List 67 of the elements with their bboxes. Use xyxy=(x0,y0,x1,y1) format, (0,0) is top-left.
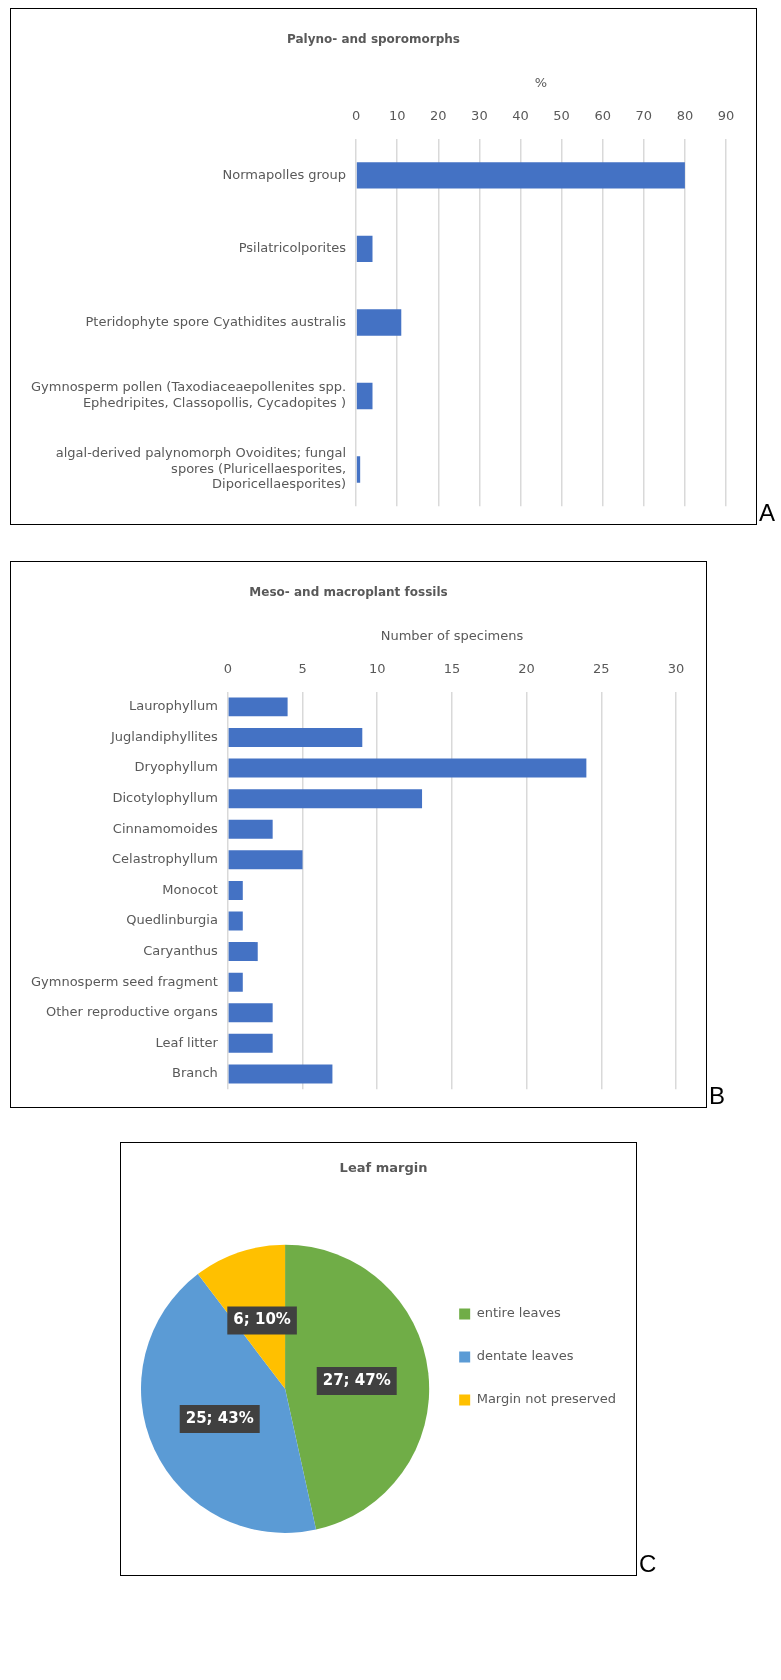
y-tick-label: Monocot xyxy=(162,881,218,897)
bar xyxy=(228,880,243,900)
y-tick-label: Laurophyllum xyxy=(129,698,218,714)
x-tick-label: 90 xyxy=(717,108,735,124)
x-tick-label: 5 xyxy=(298,661,307,677)
bar xyxy=(228,758,587,778)
y-tick-label: Pteridophyte spore Cyathidites australis xyxy=(85,313,347,329)
x-axis-title: Number of specimens xyxy=(380,627,524,643)
legend-label: Margin not preserved xyxy=(476,1391,616,1407)
y-tick-label: Dicotylophyllum xyxy=(112,790,218,806)
text: C xyxy=(639,1550,657,1577)
y-tick-label: Gymnosperm pollen (Taxodiaceaepollenites spp. Ephedripites, Classopollis, Cycadopites ) xyxy=(31,379,347,411)
x-tick-label: 80 xyxy=(676,108,694,124)
bar xyxy=(228,911,243,931)
bar xyxy=(228,1033,273,1053)
x-tick-label: 50 xyxy=(553,108,570,124)
chart-title: Palyno- and sporomorphs xyxy=(287,32,460,47)
y-tick-label: Quedlinburgia xyxy=(126,912,218,928)
data-label: 27; 47% xyxy=(322,1370,391,1389)
data-label: 6; 10% xyxy=(233,1310,291,1329)
y-tick-label: Psilatricolporites xyxy=(238,240,347,256)
legend-label: entire leaves xyxy=(476,1305,562,1321)
y-tick-label: Normapolles group xyxy=(222,166,347,182)
x-tick-label: 10 xyxy=(368,661,386,677)
bar xyxy=(228,819,273,839)
bar xyxy=(228,697,288,717)
x-tick-label: 10 xyxy=(388,108,406,124)
y-tick-label: Celastrophyllum xyxy=(111,851,218,867)
x-tick-label: 30 xyxy=(471,108,488,124)
y-tick-label: Leaf litter xyxy=(155,1034,219,1050)
x-tick-label: 30 xyxy=(667,661,685,677)
bar xyxy=(356,309,402,336)
x-tick-label: 0 xyxy=(223,661,232,677)
x-tick-label: 0 xyxy=(351,108,361,124)
x-tick-label: 20 xyxy=(518,661,535,677)
y-tick-label: Dryophyllum xyxy=(134,759,218,775)
bar xyxy=(356,162,685,189)
x-axis-title: % xyxy=(534,74,548,90)
x-tick-label: 60 xyxy=(594,108,611,124)
bar xyxy=(228,942,258,962)
y-tick-label: Caryanthus xyxy=(143,942,219,958)
bar xyxy=(356,456,361,483)
bar xyxy=(228,789,423,809)
text: B xyxy=(709,1082,726,1109)
y-tick-label: Juglandiphyllites xyxy=(109,728,219,744)
x-tick-label: 20 xyxy=(430,108,447,124)
x-tick-label: 15 xyxy=(443,661,461,677)
chart-title: Meso- and macroplant fossils xyxy=(249,585,448,600)
bar xyxy=(228,728,363,747)
text: A xyxy=(759,499,776,526)
bar xyxy=(228,972,243,992)
x-tick-label: 25 xyxy=(593,661,610,677)
bar xyxy=(356,382,373,410)
y-tick-label: Cinnamomoides xyxy=(112,820,219,836)
legend-label: dentate leaves xyxy=(476,1348,574,1364)
y-tick-label: Branch xyxy=(171,1065,218,1081)
data-label: 25; 43% xyxy=(185,1408,254,1427)
bar xyxy=(228,1003,273,1023)
chart-title: Leaf margin xyxy=(339,1160,428,1176)
bar xyxy=(356,235,373,263)
y-tick-label: algal-derived palynomorph Ovoidites; fungal spores (Pluricellaesporites, Diporicellaesporites) xyxy=(55,445,347,492)
x-tick-label: 40 xyxy=(512,108,529,124)
bar xyxy=(228,850,303,870)
y-tick-label: Gymnosperm seed fragment xyxy=(30,973,218,989)
bar xyxy=(228,1064,333,1084)
y-tick-label: Other reproductive organs xyxy=(46,1004,219,1020)
x-tick-label: 70 xyxy=(635,108,653,124)
